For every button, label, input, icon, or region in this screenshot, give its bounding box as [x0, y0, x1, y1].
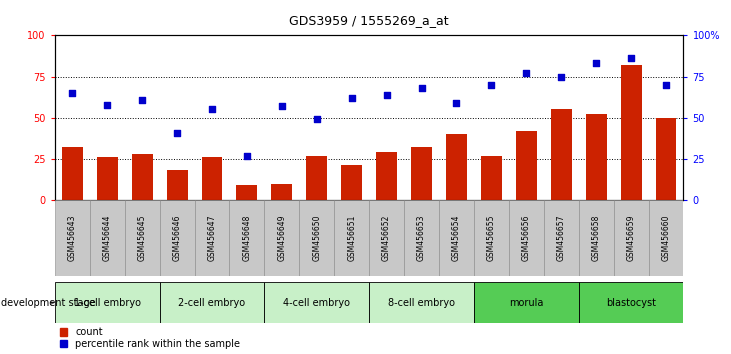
- Bar: [90, 200, 125, 276]
- Bar: [265, 200, 299, 276]
- Bar: [621, 65, 642, 200]
- Bar: [509, 200, 544, 276]
- Text: GSM456660: GSM456660: [662, 215, 670, 261]
- Text: GSM456646: GSM456646: [173, 215, 181, 261]
- Text: GSM456657: GSM456657: [557, 215, 566, 261]
- Point: [660, 82, 672, 88]
- Legend: count, percentile rank within the sample: count, percentile rank within the sample: [60, 327, 240, 349]
- Bar: [159, 282, 265, 323]
- Point: [591, 61, 602, 66]
- Text: GSM456644: GSM456644: [103, 215, 112, 261]
- Bar: [132, 154, 153, 200]
- Text: GSM456651: GSM456651: [347, 215, 356, 261]
- Text: GSM456659: GSM456659: [626, 215, 635, 261]
- Text: development stage: development stage: [1, 298, 96, 308]
- Bar: [481, 155, 502, 200]
- Bar: [299, 200, 334, 276]
- Bar: [656, 118, 676, 200]
- Point: [206, 107, 218, 112]
- Text: 1-cell embryo: 1-cell embryo: [74, 298, 140, 308]
- Text: GSM456656: GSM456656: [522, 215, 531, 261]
- Text: blastocyst: blastocyst: [606, 298, 656, 308]
- Text: 4-cell embryo: 4-cell embryo: [284, 298, 350, 308]
- Bar: [202, 157, 222, 200]
- Bar: [516, 131, 537, 200]
- Bar: [236, 185, 257, 200]
- Point: [67, 90, 78, 96]
- Text: morula: morula: [509, 298, 544, 308]
- Bar: [411, 147, 432, 200]
- Text: GSM456650: GSM456650: [312, 215, 321, 261]
- Text: GSM456654: GSM456654: [452, 215, 461, 261]
- Bar: [579, 200, 613, 276]
- Bar: [376, 152, 397, 200]
- Bar: [306, 155, 327, 200]
- Bar: [194, 200, 230, 276]
- Text: GSM456645: GSM456645: [137, 215, 147, 261]
- Text: GDS3959 / 1555269_a_at: GDS3959 / 1555269_a_at: [289, 14, 449, 27]
- Bar: [544, 200, 579, 276]
- Bar: [550, 109, 572, 200]
- Point: [171, 130, 183, 135]
- Text: GSM456653: GSM456653: [417, 215, 426, 261]
- Bar: [613, 200, 648, 276]
- Text: 8-cell embryo: 8-cell embryo: [388, 298, 455, 308]
- Text: GSM456649: GSM456649: [277, 215, 287, 261]
- Bar: [230, 200, 265, 276]
- Text: GSM456652: GSM456652: [382, 215, 391, 261]
- Text: GSM456647: GSM456647: [208, 215, 216, 261]
- Point: [346, 95, 357, 101]
- Point: [450, 100, 462, 106]
- Point: [311, 116, 322, 122]
- Bar: [439, 200, 474, 276]
- Bar: [586, 114, 607, 200]
- Bar: [96, 157, 118, 200]
- Bar: [125, 200, 159, 276]
- Point: [520, 70, 532, 76]
- Text: 2-cell embryo: 2-cell embryo: [178, 298, 246, 308]
- Bar: [369, 200, 404, 276]
- Point: [102, 102, 113, 107]
- Bar: [474, 200, 509, 276]
- Point: [241, 153, 253, 158]
- Bar: [474, 282, 579, 323]
- Point: [276, 103, 288, 109]
- Bar: [648, 200, 683, 276]
- Point: [556, 74, 567, 79]
- Point: [381, 92, 393, 97]
- Bar: [62, 147, 83, 200]
- Bar: [404, 200, 439, 276]
- Bar: [579, 282, 683, 323]
- Point: [625, 56, 637, 61]
- Text: GSM456655: GSM456655: [487, 215, 496, 261]
- Text: GSM456648: GSM456648: [243, 215, 251, 261]
- Bar: [446, 134, 467, 200]
- Bar: [271, 183, 292, 200]
- Bar: [265, 282, 369, 323]
- Bar: [55, 200, 90, 276]
- Bar: [341, 165, 362, 200]
- Bar: [369, 282, 474, 323]
- Point: [136, 97, 148, 102]
- Text: GSM456643: GSM456643: [68, 215, 77, 261]
- Bar: [55, 282, 159, 323]
- Bar: [159, 200, 194, 276]
- Bar: [167, 170, 188, 200]
- Bar: [334, 200, 369, 276]
- Text: GSM456658: GSM456658: [591, 215, 601, 261]
- Point: [485, 82, 497, 88]
- Point: [416, 85, 428, 91]
